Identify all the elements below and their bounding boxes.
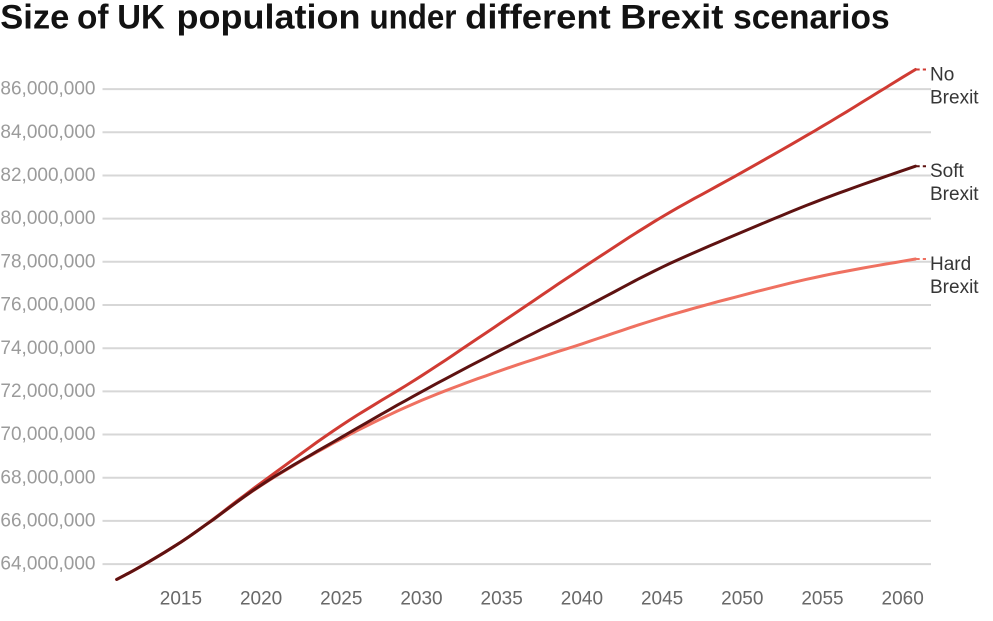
svg-text:86,000,000: 86,000,000	[0, 79, 95, 100]
svg-text:74,000,000: 74,000,000	[0, 338, 95, 359]
svg-text:2040: 2040	[561, 589, 603, 610]
svg-text:2035: 2035	[481, 589, 523, 610]
svg-text:2045: 2045	[641, 589, 683, 610]
svg-text:64,000,000: 64,000,000	[0, 554, 95, 575]
svg-text:Brexit: Brexit	[930, 88, 979, 109]
svg-text:2060: 2060	[882, 589, 924, 610]
svg-text:66,000,000: 66,000,000	[0, 511, 95, 532]
svg-text:2050: 2050	[721, 589, 763, 610]
svg-text:68,000,000: 68,000,000	[0, 467, 95, 488]
svg-text:Soft: Soft	[930, 161, 965, 182]
svg-text:78,000,000: 78,000,000	[0, 251, 95, 272]
svg-text:82,000,000: 82,000,000	[0, 165, 95, 186]
svg-text:Brexit: Brexit	[930, 277, 979, 298]
svg-text:Hard: Hard	[930, 254, 971, 275]
svg-text:2025: 2025	[320, 589, 362, 610]
svg-text:2030: 2030	[400, 589, 442, 610]
svg-text:72,000,000: 72,000,000	[0, 381, 95, 402]
svg-text:84,000,000: 84,000,000	[0, 122, 95, 143]
svg-text:70,000,000: 70,000,000	[0, 424, 95, 445]
svg-text:2055: 2055	[801, 589, 843, 610]
svg-text:80,000,000: 80,000,000	[0, 208, 95, 229]
svg-text:76,000,000: 76,000,000	[0, 295, 95, 316]
svg-text:No: No	[930, 65, 954, 86]
svg-text:2015: 2015	[160, 589, 202, 610]
svg-text:2020: 2020	[240, 589, 282, 610]
svg-text:Brexit: Brexit	[930, 184, 979, 205]
